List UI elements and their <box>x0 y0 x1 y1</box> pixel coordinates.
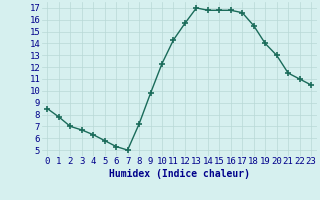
X-axis label: Humidex (Indice chaleur): Humidex (Indice chaleur) <box>109 169 250 179</box>
